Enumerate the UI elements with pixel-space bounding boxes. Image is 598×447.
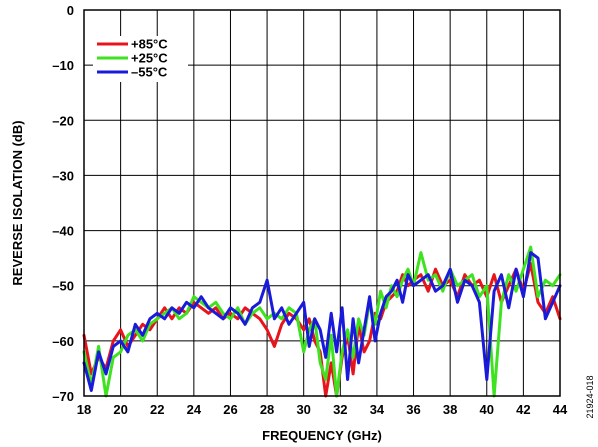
x-tick-label: 38: [443, 402, 457, 417]
x-tick-label: 34: [370, 402, 385, 417]
x-tick-label: 24: [187, 402, 202, 417]
x-axis-title: FREQUENCY (GHz): [262, 428, 382, 443]
x-tick-label: 26: [223, 402, 237, 417]
plot-frame: [83, 9, 561, 397]
y-tick-label: –60: [52, 334, 74, 349]
y-tick-label: –70: [52, 389, 74, 404]
y-tick-label: –20: [52, 113, 74, 128]
x-tick-label: 30: [296, 402, 310, 417]
legend-label: –55°C: [131, 65, 168, 80]
series-line-3: [82, 251, 562, 392]
x-tick-label: 44: [553, 402, 568, 417]
y-tick-label: –10: [52, 58, 74, 73]
y-axis-ticks: 0 –10 –20 –30 –40 –50 –60 –70: [52, 3, 74, 404]
figure-id: 21924-018: [585, 375, 595, 418]
x-tick-label: 18: [77, 402, 91, 417]
chart-frame: [83, 9, 561, 397]
y-tick-label: –50: [52, 279, 74, 294]
x-tick-label: 42: [516, 402, 530, 417]
x-tick-label: 32: [333, 402, 347, 417]
y-tick-label: –40: [52, 224, 74, 239]
y-tick-label: 0: [67, 3, 74, 18]
x-tick-label: 28: [260, 402, 274, 417]
y-tick-label: –30: [52, 168, 74, 183]
chart-series-layer: [82, 245, 562, 398]
x-tick-label: 22: [150, 402, 164, 417]
legend-label: +85°C: [131, 37, 168, 52]
x-tick-label: 20: [113, 402, 127, 417]
x-axis-ticks: 18 20 22 24 26 28 30 32 34 36 38 40 42 44: [77, 402, 568, 417]
legend-label: +25°C: [131, 51, 168, 66]
x-tick-label: 40: [480, 402, 494, 417]
legend: +85°C+25°C–55°C: [93, 36, 188, 82]
x-tick-label: 36: [406, 402, 420, 417]
y-axis-title: REVERSE ISOLATION (dB): [10, 120, 25, 285]
